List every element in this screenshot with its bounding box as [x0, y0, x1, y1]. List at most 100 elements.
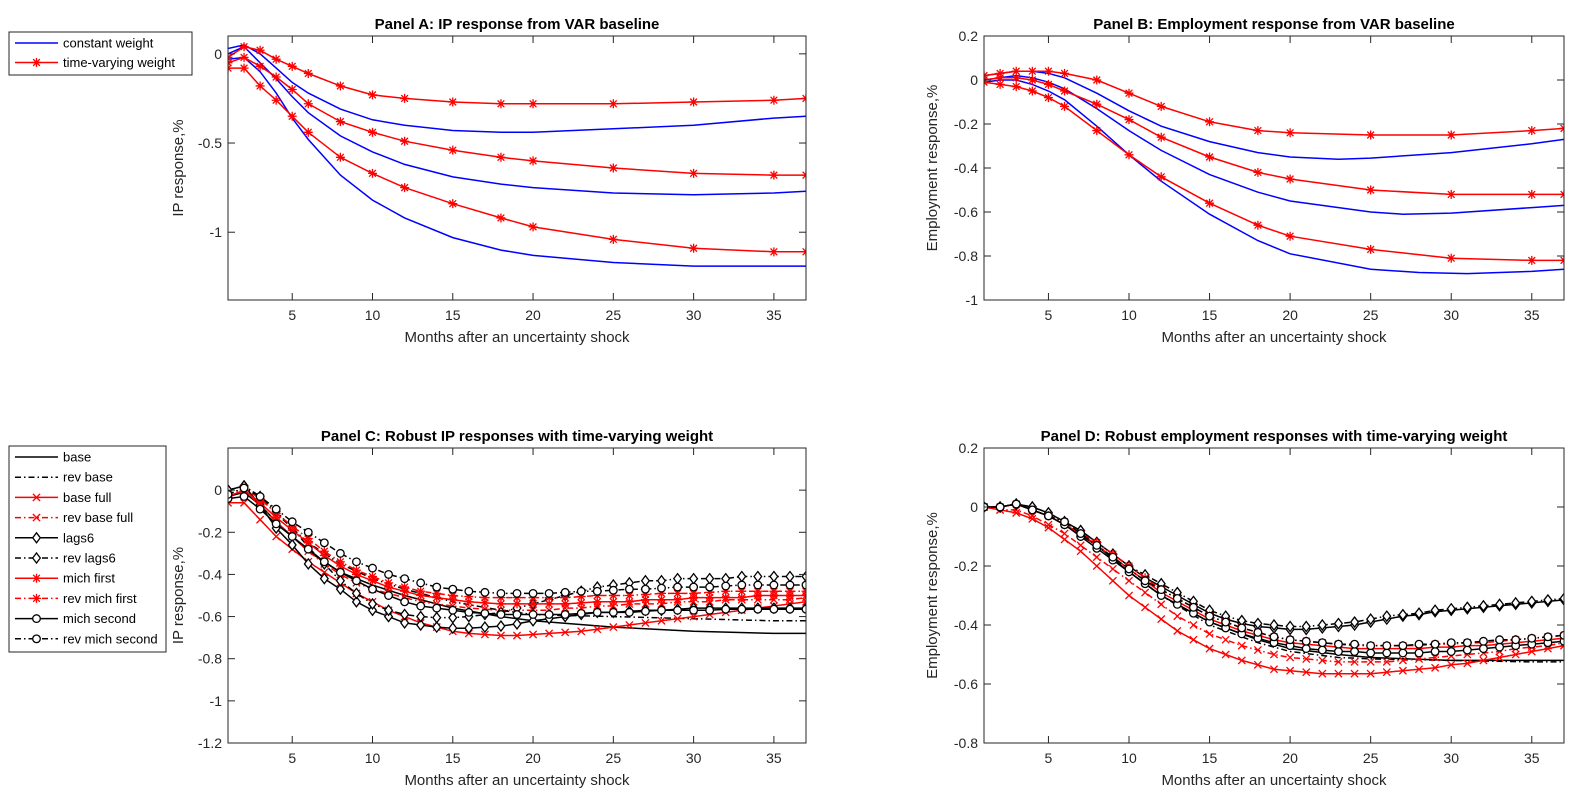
data-point	[801, 604, 806, 614]
legend-marker	[32, 513, 41, 522]
data-point	[303, 127, 313, 137]
data-point	[1398, 641, 1408, 651]
data-point	[496, 588, 506, 598]
x-axis-label: Months after an uncertainty shock	[1161, 772, 1387, 789]
legend-entry: mich first	[63, 571, 115, 586]
data-point	[239, 483, 249, 493]
data-point	[609, 623, 618, 632]
data-point	[689, 97, 699, 107]
data-point	[592, 607, 602, 617]
data-point	[1221, 635, 1230, 644]
data-point	[608, 163, 618, 173]
data-point	[1092, 561, 1101, 571]
data-point	[480, 587, 490, 597]
data-point	[608, 607, 618, 617]
data-point	[1285, 231, 1295, 241]
data-point	[608, 591, 618, 600]
data-point	[1237, 656, 1246, 665]
data-point	[1269, 665, 1279, 674]
data-point	[1141, 588, 1150, 597]
y-tick-label: -0.8	[198, 651, 222, 667]
data-point	[432, 603, 442, 613]
data-point	[544, 599, 554, 609]
y-tick-label: -1	[210, 693, 223, 709]
data-point	[705, 593, 715, 603]
data-point	[400, 582, 410, 592]
data-point	[1382, 610, 1392, 623]
legend-box	[8, 31, 193, 76]
data-point	[1027, 66, 1037, 76]
data-point	[721, 604, 731, 614]
data-point	[1382, 648, 1392, 658]
data-point	[400, 136, 410, 146]
data-point	[399, 608, 410, 621]
data-point	[432, 582, 442, 592]
series-line-2	[228, 56, 806, 267]
data-point	[657, 583, 666, 593]
x-tick-label: 25	[606, 750, 622, 766]
x-tick-label: 5	[1045, 307, 1053, 323]
x-tick-label: 10	[1121, 750, 1137, 766]
data-point	[1446, 130, 1456, 140]
data-point	[737, 593, 747, 603]
data-point	[335, 574, 346, 587]
data-point	[480, 598, 490, 608]
data-point	[689, 168, 699, 178]
data-point	[640, 589, 650, 599]
data-point	[673, 582, 683, 592]
data-point	[351, 595, 362, 608]
data-point	[335, 81, 345, 91]
data-point	[1334, 669, 1343, 678]
legend-entry: mich second	[63, 611, 136, 626]
data-point	[1157, 600, 1166, 609]
data-point	[1301, 644, 1311, 654]
data-point	[1124, 88, 1134, 98]
axes-box	[227, 35, 807, 301]
data-point	[287, 517, 297, 527]
data-point	[287, 111, 297, 121]
data-point	[512, 588, 522, 598]
data-point	[335, 583, 346, 596]
legend-entry: rev mich first	[63, 591, 137, 606]
data-point	[1076, 547, 1085, 556]
data-point	[673, 595, 683, 605]
data-point	[1011, 73, 1021, 83]
data-point	[1269, 650, 1279, 659]
data-point	[1043, 66, 1053, 76]
data-point	[1157, 615, 1166, 624]
data-point	[1205, 198, 1215, 208]
data-point	[368, 168, 377, 178]
data-point	[1092, 540, 1102, 550]
data-point	[1414, 665, 1424, 674]
data-point	[1173, 626, 1182, 635]
data-point	[721, 581, 731, 591]
x-tick-label: 30	[686, 750, 702, 766]
data-point	[480, 621, 490, 634]
data-point	[1463, 659, 1472, 668]
data-point	[1366, 244, 1376, 254]
data-point	[255, 81, 265, 91]
y-tick-label: -0.6	[954, 204, 978, 220]
data-point	[561, 628, 570, 637]
data-point	[1108, 564, 1117, 574]
data-point	[753, 586, 763, 596]
data-point	[1479, 656, 1488, 665]
data-point	[432, 588, 442, 598]
data-point	[624, 597, 634, 607]
data-point	[1092, 126, 1102, 136]
data-point	[1043, 79, 1053, 89]
x-tick-label: 30	[1443, 750, 1459, 766]
data-point	[1333, 639, 1343, 649]
series-group	[984, 66, 1564, 275]
y-axis-label: Employment response,%	[924, 512, 941, 679]
data-point	[1317, 638, 1327, 648]
y-tick-label: -0.8	[954, 248, 978, 264]
data-point	[384, 591, 394, 600]
data-point	[351, 565, 361, 575]
data-point	[673, 588, 683, 598]
x-tick-label: 25	[606, 307, 622, 323]
data-point	[383, 610, 394, 623]
data-point	[496, 99, 506, 109]
data-point	[528, 588, 538, 598]
data-point	[303, 99, 313, 109]
